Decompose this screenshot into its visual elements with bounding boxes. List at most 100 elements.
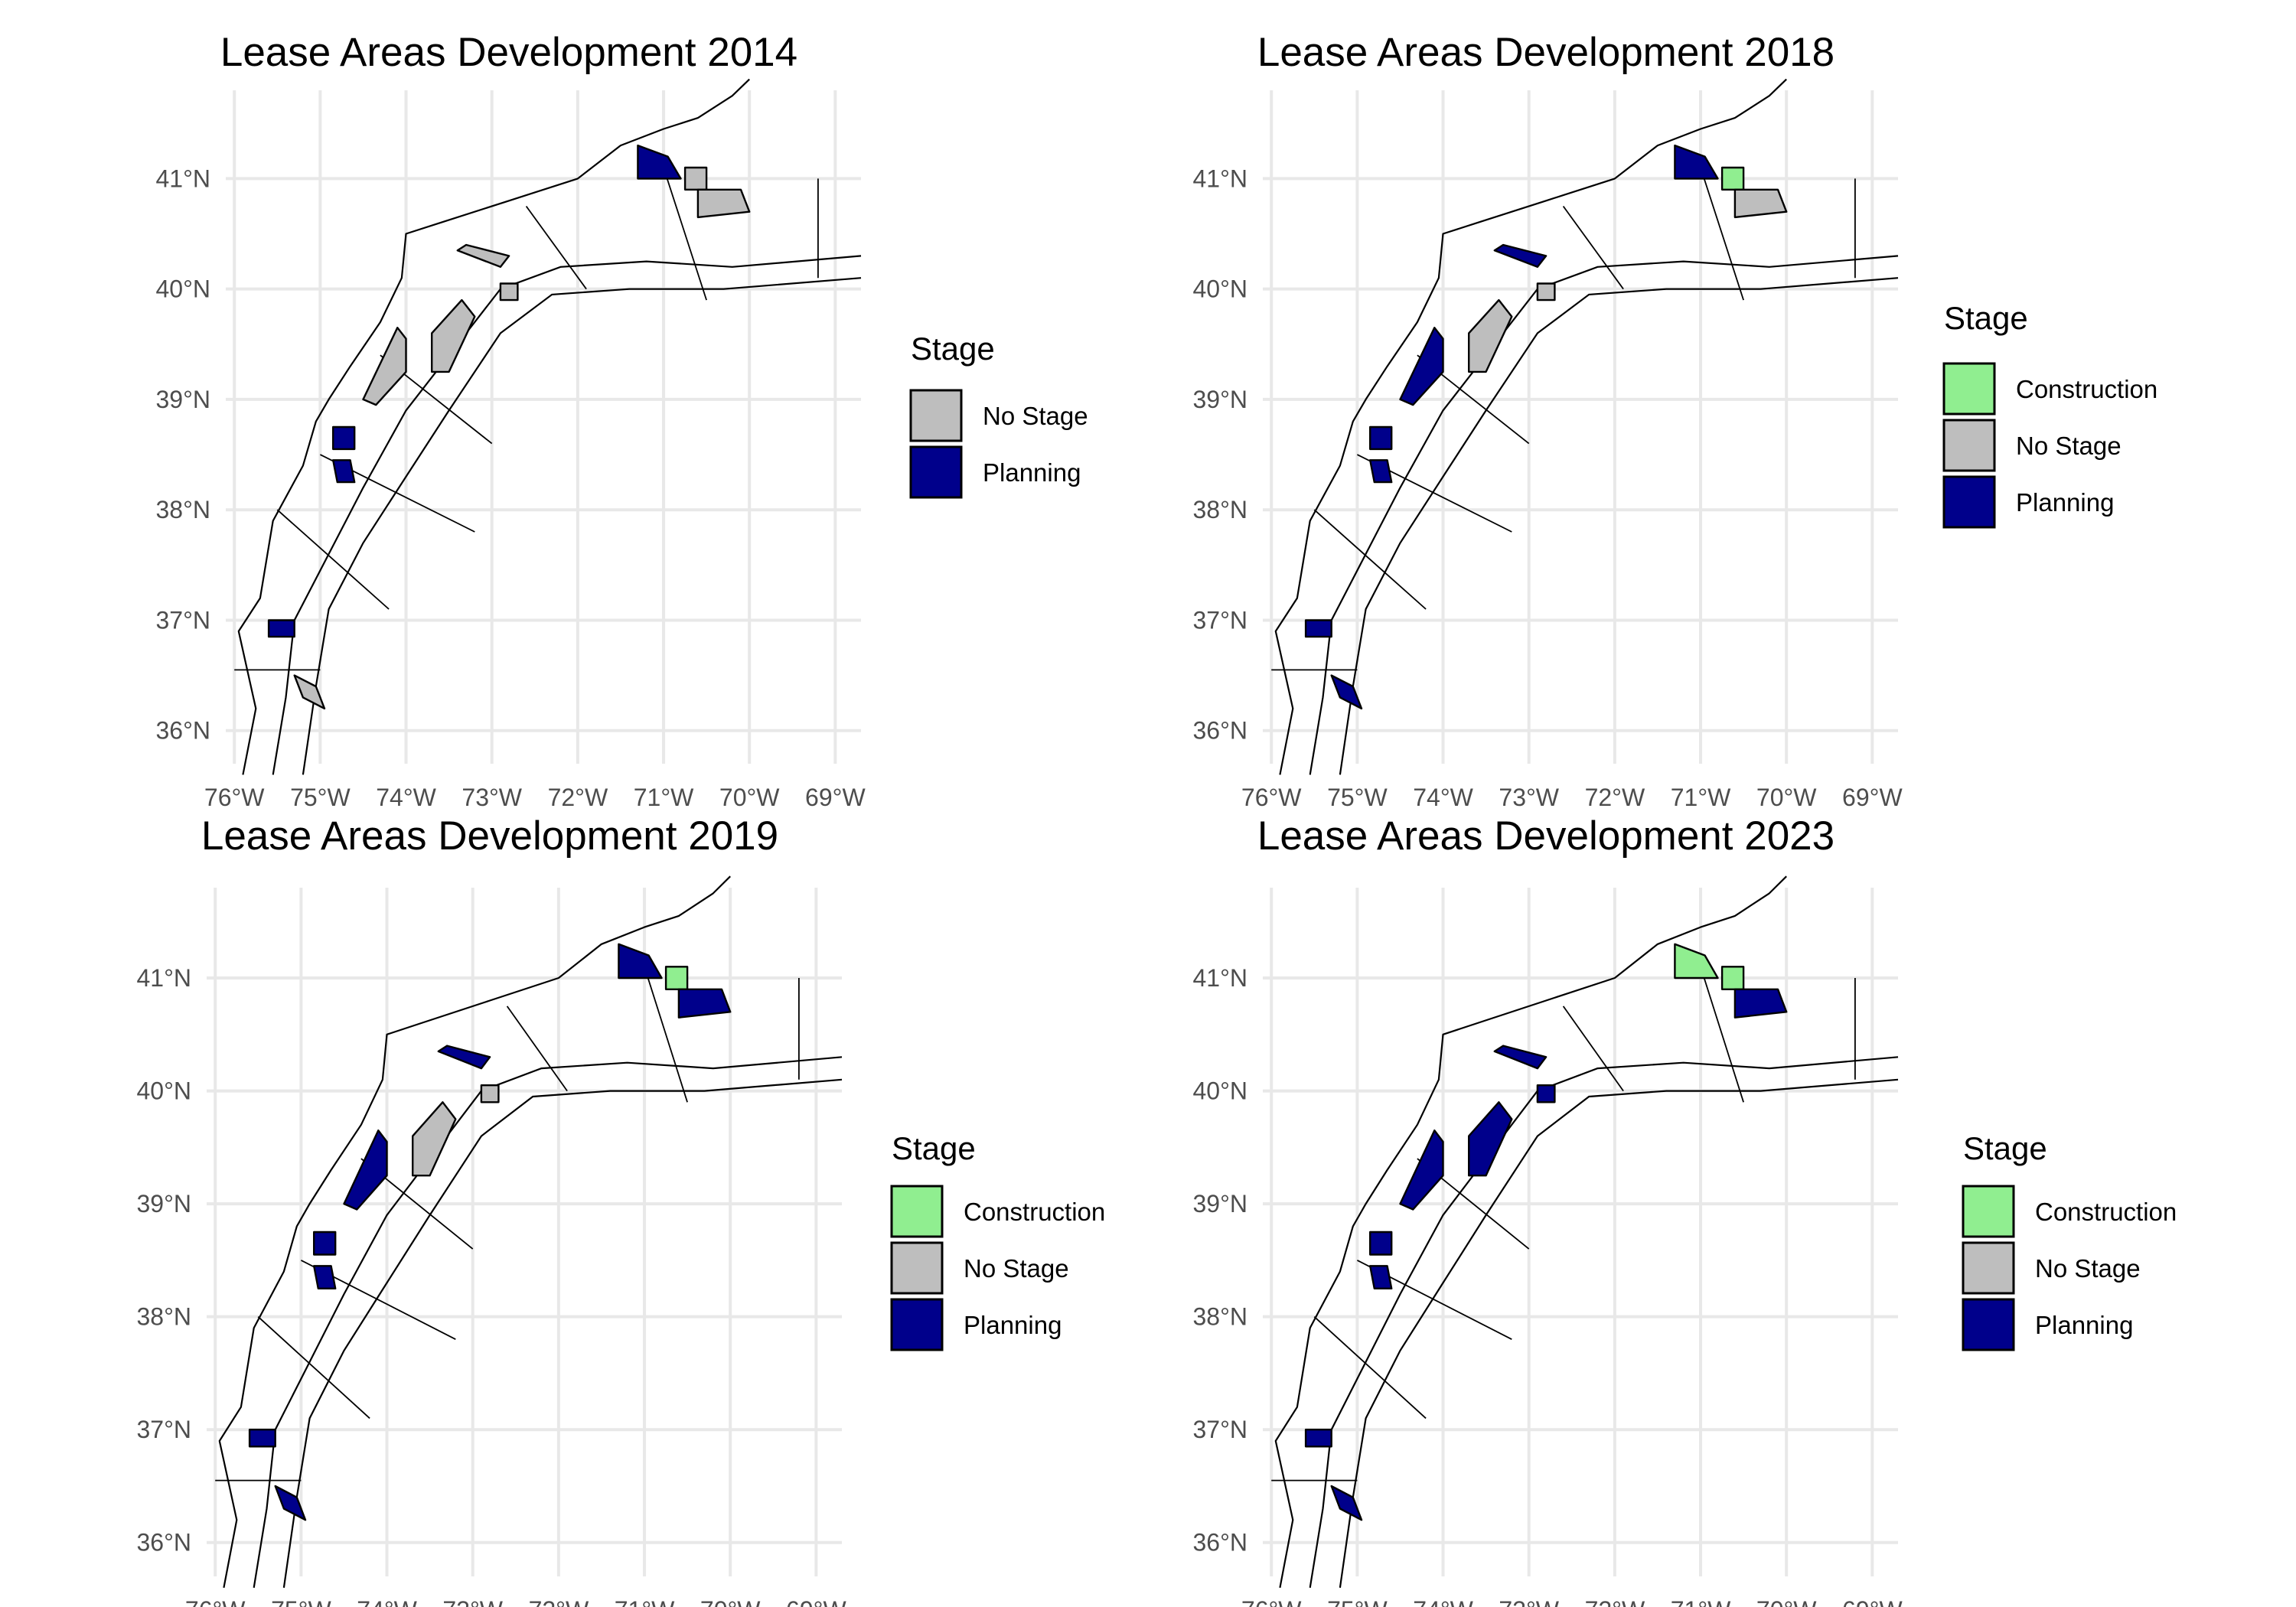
lat-tick-label: 38°N bbox=[137, 1303, 192, 1331]
lease-area-nj-south bbox=[1399, 327, 1444, 406]
graticule bbox=[226, 90, 861, 764]
basemap bbox=[234, 78, 862, 775]
legend-label: Construction bbox=[964, 1198, 1105, 1226]
lease-area-md bbox=[313, 1265, 337, 1289]
lease-area-ny-a bbox=[456, 243, 510, 268]
graticule bbox=[207, 888, 842, 1576]
lon-tick-label: 75°W bbox=[271, 1596, 331, 1607]
legend-title: Stage bbox=[911, 331, 995, 367]
map-panel-2018: Lease Areas Development 2018 76°W 75°W 74°… bbox=[1193, 30, 2158, 811]
map-panel-2023: Lease Areas Development 2023 76°W 75°W 74°… bbox=[1193, 813, 2177, 1607]
legend-label: Planning bbox=[964, 1311, 1062, 1339]
lon-tick-label: 70°W bbox=[700, 1596, 761, 1607]
legend: Stage Construction No Stage Planning bbox=[890, 1130, 1105, 1351]
lon-tick-label: 71°W bbox=[1671, 784, 1731, 811]
legend-key bbox=[1962, 1298, 2015, 1351]
planning-boundary bbox=[1313, 509, 1427, 610]
lease-area-ma bbox=[677, 988, 732, 1019]
lat-tick-label: 37°N bbox=[1193, 606, 1248, 634]
lat-tick-label: 36°N bbox=[137, 1529, 192, 1556]
bathymetry-contour bbox=[1309, 255, 1899, 775]
lat-tick-label: 41°N bbox=[1193, 964, 1248, 992]
lat-tick-label: 41°N bbox=[1193, 165, 1248, 192]
legend-key bbox=[909, 445, 963, 499]
lease-area-va bbox=[1304, 619, 1332, 638]
lat-tick-label: 39°N bbox=[137, 1190, 192, 1217]
planning-boundary bbox=[525, 205, 587, 290]
lease-area-nc bbox=[1330, 1485, 1363, 1521]
lat-tick-label: 41°N bbox=[156, 165, 211, 192]
legend-label: Planning bbox=[2016, 488, 2114, 517]
lease-areas bbox=[1304, 943, 1788, 1521]
bathymetry-contour bbox=[282, 1078, 843, 1588]
lon-tick-label: 72°W bbox=[529, 1596, 589, 1607]
lease-area-de bbox=[313, 1231, 337, 1256]
lon-tick-label: 69°W bbox=[786, 1596, 846, 1607]
legend-label: Construction bbox=[2016, 375, 2157, 403]
lease-area-de bbox=[1369, 1231, 1393, 1256]
legend-key bbox=[1942, 419, 1996, 472]
lease-area-de bbox=[1369, 425, 1393, 451]
lat-tick-label: 37°N bbox=[137, 1416, 192, 1443]
lease-area-ny-b bbox=[499, 282, 519, 302]
lease-area-ma bbox=[1733, 188, 1788, 219]
lon-tick-label: 71°W bbox=[634, 784, 694, 811]
legend-title: Stage bbox=[892, 1130, 976, 1166]
lease-area-nj-north bbox=[1468, 298, 1513, 373]
lease-area-ri-east bbox=[683, 166, 708, 191]
lon-tick-label: 74°W bbox=[1413, 1596, 1473, 1607]
lon-tick-label: 72°W bbox=[1585, 1596, 1645, 1607]
bathymetry-contour bbox=[1339, 1078, 1899, 1588]
legend-key bbox=[1962, 1241, 2015, 1295]
lease-areas bbox=[248, 943, 732, 1521]
lon-tick-label: 70°W bbox=[1756, 1596, 1817, 1607]
lease-area-md bbox=[1369, 459, 1393, 484]
bathymetry-contour bbox=[253, 1056, 843, 1588]
legend-label: Planning bbox=[2035, 1311, 2133, 1339]
bathymetry-contour bbox=[302, 277, 862, 775]
legend: Stage Construction No Stage Planning bbox=[1942, 300, 2157, 529]
legend-key bbox=[890, 1241, 944, 1295]
lon-tick-label: 70°W bbox=[1756, 784, 1817, 811]
lease-area-ma bbox=[696, 188, 751, 219]
planning-boundary bbox=[257, 1316, 370, 1420]
lon-tick-label: 76°W bbox=[204, 784, 265, 811]
legend-key bbox=[1942, 475, 1996, 529]
bathymetry-contour bbox=[1339, 277, 1899, 775]
legend-key bbox=[890, 1185, 944, 1238]
lease-area-ri-west bbox=[1674, 144, 1719, 180]
lon-tick-label: 74°W bbox=[376, 784, 436, 811]
lat-tick-label: 36°N bbox=[156, 717, 211, 745]
lease-area-nc bbox=[293, 674, 326, 710]
lon-tick-label: 75°W bbox=[1327, 784, 1388, 811]
lease-area-ri-east bbox=[1720, 166, 1745, 191]
lat-tick-label: 36°N bbox=[1193, 717, 1248, 745]
map-panel-2014: Lease Areas Development 2014 76°W 75°W 74°… bbox=[156, 30, 1088, 811]
planning-boundary bbox=[1700, 167, 1744, 301]
lat-tick-label: 40°N bbox=[1193, 275, 1248, 303]
lon-tick-label: 73°W bbox=[1499, 784, 1559, 811]
lease-area-nj-south bbox=[362, 327, 407, 406]
legend: Stage No Stage Planning bbox=[909, 331, 1088, 499]
map-panel-2019: Lease Areas Development 2019 76°W 75°W 74°… bbox=[137, 813, 1106, 1607]
legend: Stage Construction No Stage Planning bbox=[1962, 1130, 2177, 1351]
lon-tick-label: 71°W bbox=[615, 1596, 675, 1607]
lat-tick-label: 40°N bbox=[156, 275, 211, 303]
legend-title: Stage bbox=[1944, 300, 2028, 336]
coastline bbox=[1274, 78, 1787, 775]
planning-boundary bbox=[1313, 1316, 1427, 1420]
lat-tick-label: 36°N bbox=[1193, 1529, 1248, 1556]
lon-tick-label: 75°W bbox=[1327, 1596, 1388, 1607]
lon-tick-label: 69°W bbox=[1842, 1596, 1903, 1607]
lease-area-nj-north bbox=[431, 298, 476, 373]
lat-tick-label: 38°N bbox=[1193, 496, 1248, 523]
panel-title: Lease Areas Development 2019 bbox=[201, 813, 778, 859]
lease-area-md bbox=[1369, 1265, 1393, 1289]
planning-boundary bbox=[644, 966, 688, 1103]
lease-area-va bbox=[267, 619, 295, 638]
lat-tick-label: 40°N bbox=[137, 1077, 192, 1105]
graticule bbox=[1263, 888, 1898, 1576]
panel-title: Lease Areas Development 2014 bbox=[220, 30, 797, 75]
coastline bbox=[1274, 875, 1787, 1589]
